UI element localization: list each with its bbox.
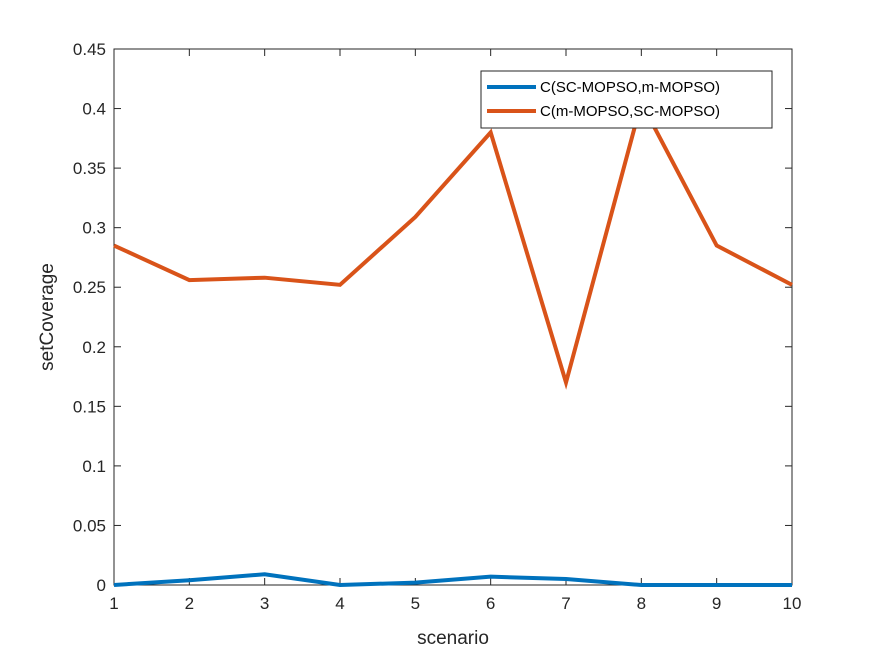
y-tick-label: 0.05 [73,516,106,535]
plot-area [113,48,793,586]
y-tick-label: 0.1 [82,457,106,476]
x-tick-label: 7 [561,594,570,613]
x-tick-label: 9 [712,594,721,613]
x-tick-label: 8 [637,594,646,613]
x-tick-label: 1 [109,594,118,613]
y-tick-label: 0.2 [82,338,106,357]
y-tick-label: 0.4 [82,100,106,119]
y-tick-label: 0.45 [73,40,106,59]
x-tick-label: 4 [335,594,344,613]
y-tick-label: 0.15 [73,397,106,416]
legend-label-2: C(m-MOPSO,SC-MOPSO) [540,103,720,120]
series-layer [113,97,793,588]
legend: C(SC-MOPSO,m-MOPSO) C(m-MOPSO,SC-MOPSO) [480,70,773,129]
x-axis-label: scenario [417,628,489,649]
x-tick-label: 10 [783,594,802,613]
y-axis-label: setCoverage [37,263,58,371]
legend-label-1: C(SC-MOPSO,m-MOPSO) [540,79,720,96]
x-tick-label: 6 [486,594,495,613]
y-tick-label: 0 [97,576,106,595]
series-line-2 [113,97,793,390]
y-tick-label: 0.3 [82,219,106,238]
y-tick-label: 0.35 [73,159,106,178]
x-tick-label: 2 [185,594,194,613]
y-tick-label: 0.25 [73,278,106,297]
legend-box [480,70,773,129]
series-line-1 [113,572,792,588]
x-tick-label: 5 [411,594,420,613]
x-tick-label: 3 [260,594,269,613]
ticks-layer: 1 2 3 4 5 6 7 8 9 10 0 0.05 0.1 0.15 0.2 0.25 0.3 0.35 0.4… [73,40,802,613]
